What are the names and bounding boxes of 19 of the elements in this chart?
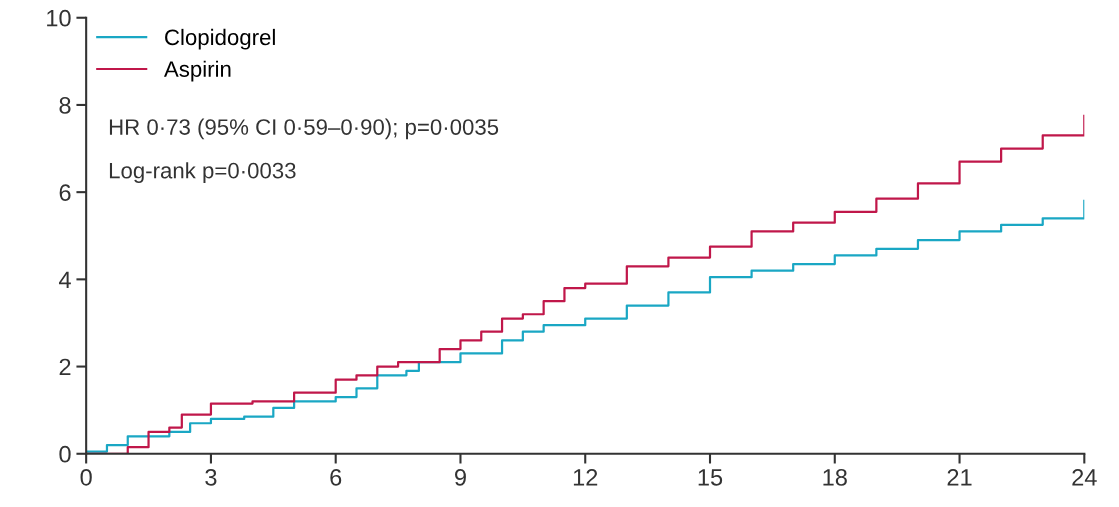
- y-tick-label: 2: [59, 358, 71, 376]
- x-tick-label: 18: [823, 468, 847, 486]
- x-tick-label: 15: [698, 469, 723, 486]
- x-tick-label: 21: [947, 468, 972, 486]
- legend-label: Aspirin: [163, 60, 231, 82]
- y-tick-label: 6: [59, 184, 71, 201]
- x-tick-label: 3: [205, 468, 217, 486]
- x-tick-label: 0: [80, 468, 92, 486]
- x-tick-label: 12: [573, 468, 598, 486]
- y-tick-label: 8: [59, 97, 71, 114]
- y-tick-label: 10: [47, 9, 71, 27]
- legend-label: Clopidogrel: [165, 28, 275, 50]
- y-tick-label: 0: [59, 445, 71, 463]
- y-tick-label: 4: [58, 271, 71, 288]
- annotation: Log-rank p=0·0033: [109, 162, 296, 183]
- x-tick-label: 9: [455, 468, 466, 486]
- x-tick-label: 24: [1072, 468, 1097, 486]
- x-tick-label: 6: [330, 468, 342, 486]
- annotation: HR 0·73 (95% CI 0·59–0·90); p=0·0035: [109, 118, 499, 140]
